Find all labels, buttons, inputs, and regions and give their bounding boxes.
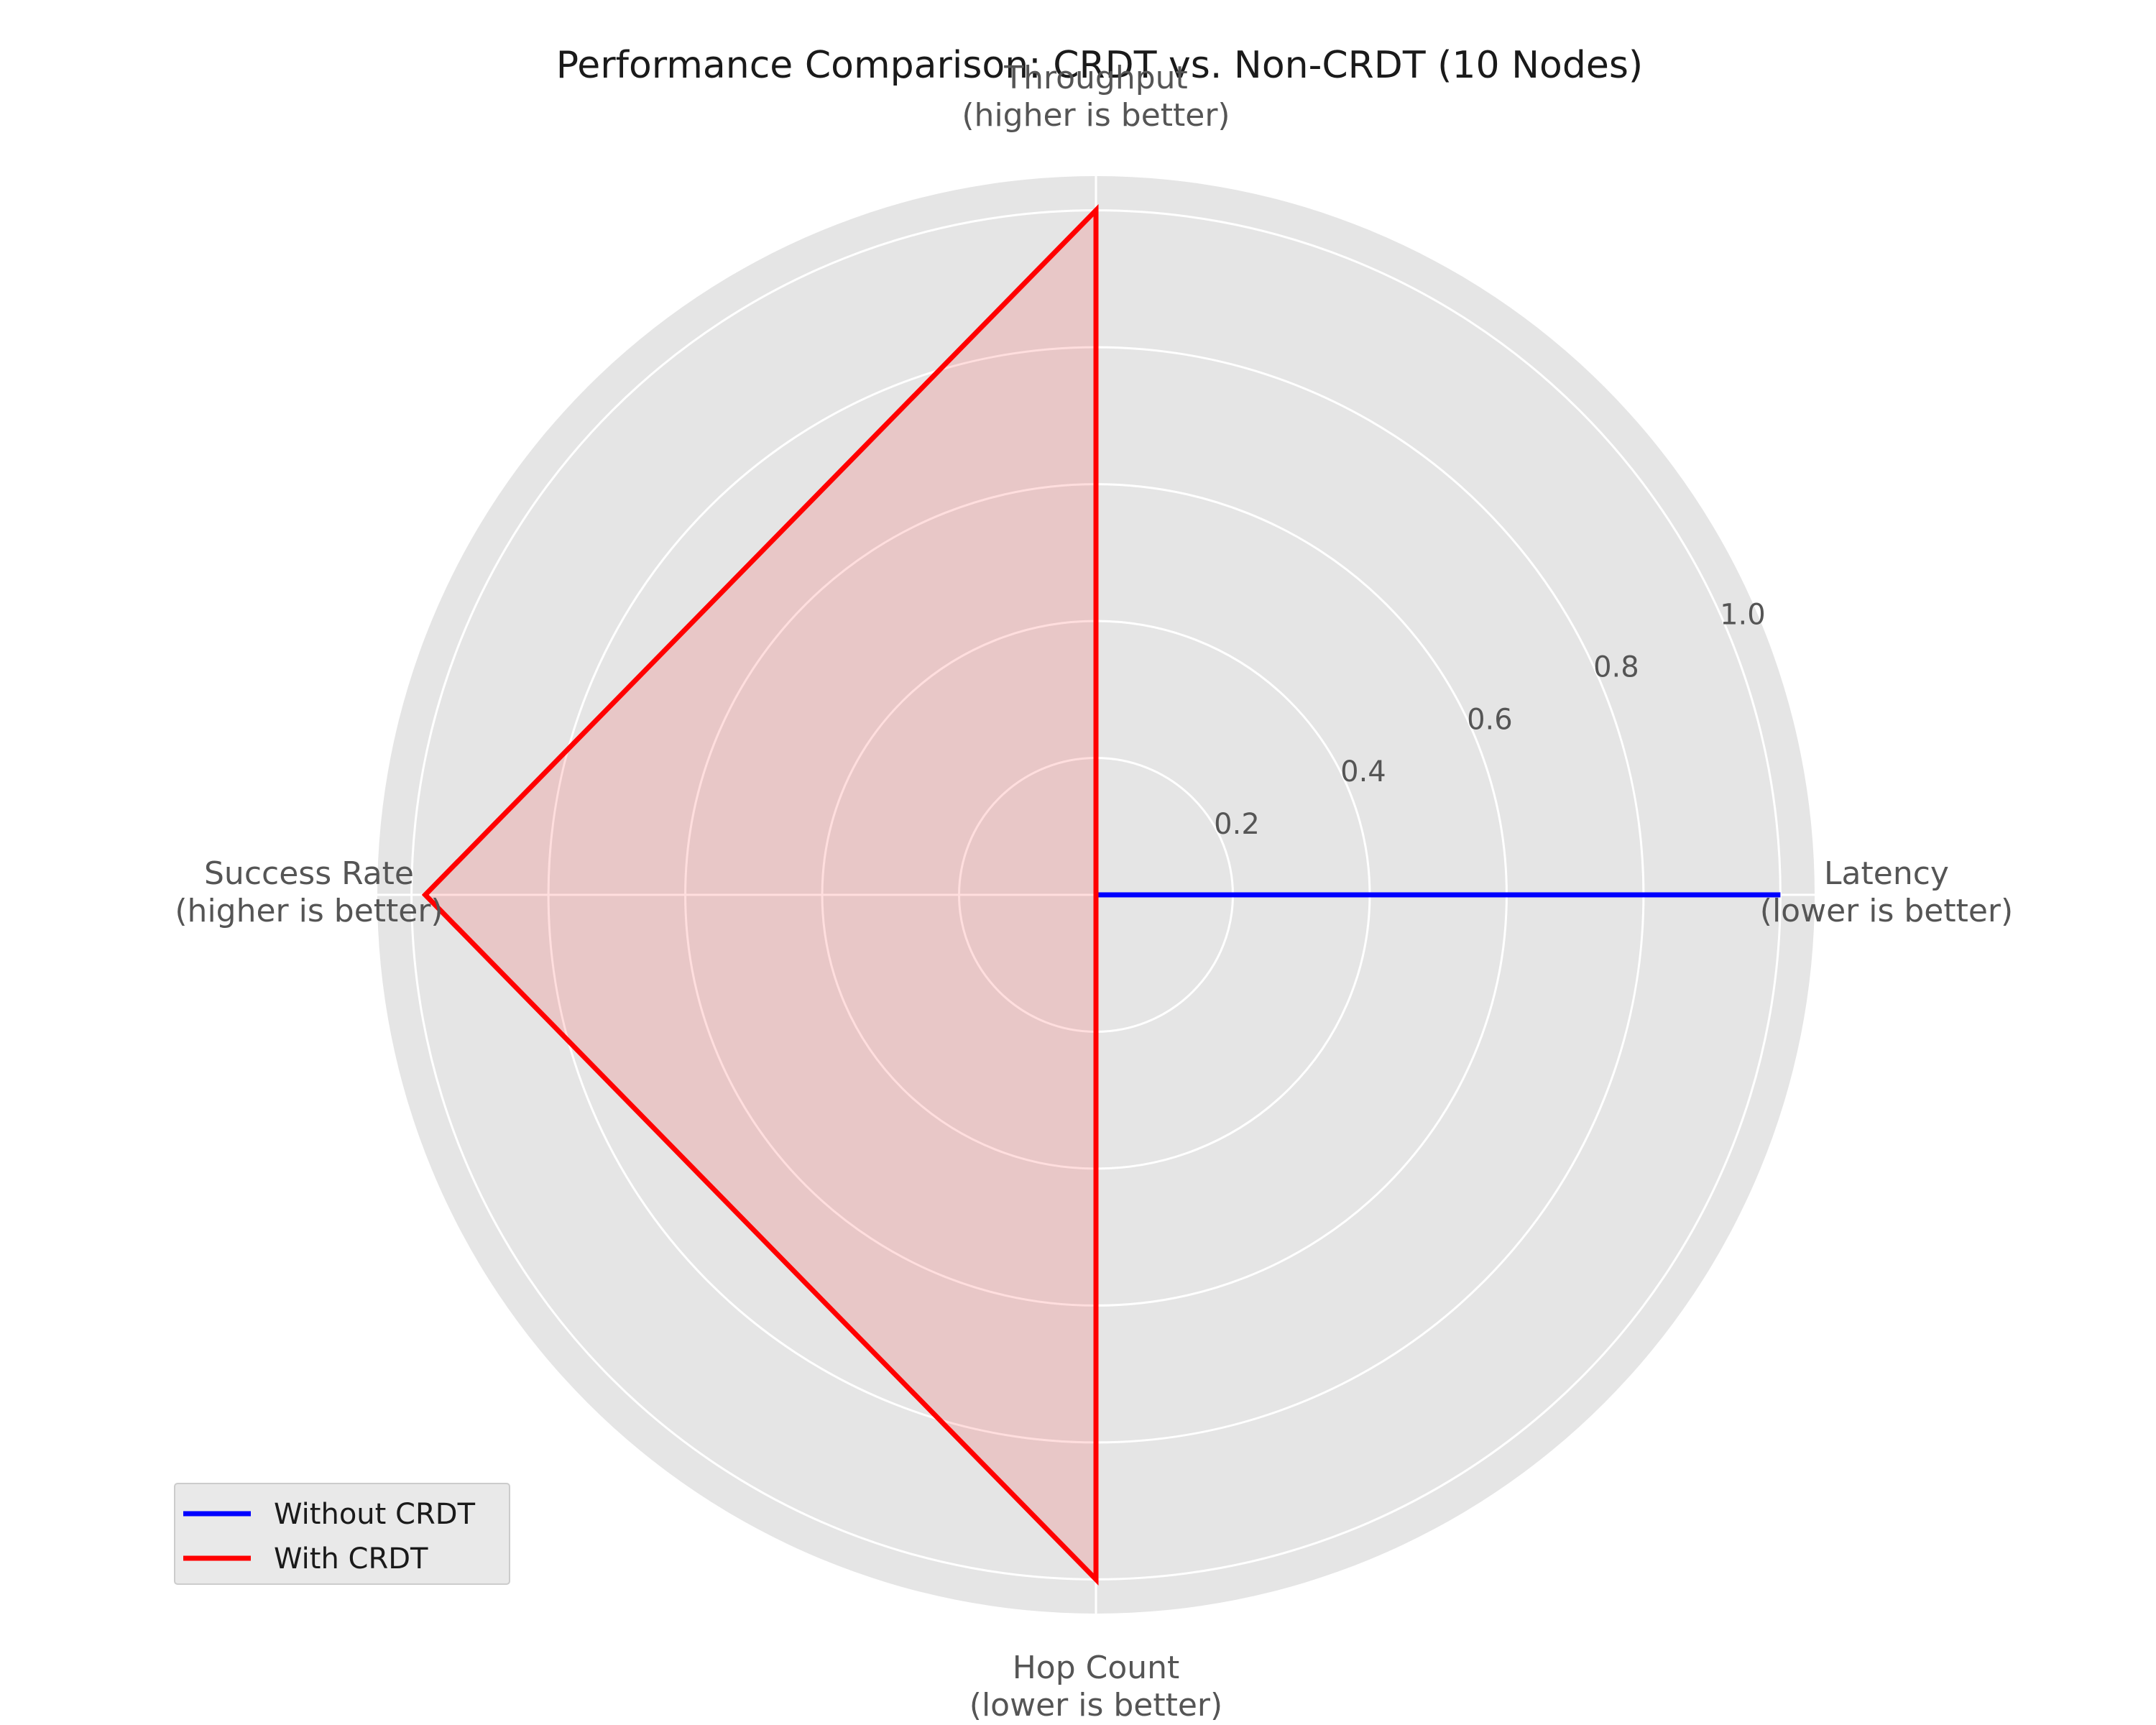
legend-entry: Without CRDT (274, 1498, 476, 1531)
axis-label-latency: Latency (1824, 855, 1949, 892)
legend-entry: With CRDT (274, 1542, 428, 1576)
radial-tick-label: 0.2 (1214, 808, 1260, 841)
axis-note-latency: (lower is better) (1760, 893, 2013, 929)
radial-tick-label: 0.4 (1340, 755, 1386, 788)
axis-label-hop-count: Hop Count (1013, 1650, 1180, 1686)
axis-note-success-rate: (higher is better) (175, 893, 443, 929)
series-fill-with-crdt (425, 210, 1096, 1580)
axis-label-success-rate: Success Rate (204, 855, 414, 892)
radial-tick-label: 1.0 (1720, 599, 1766, 632)
axis-note-hop-count: (lower is better) (969, 1687, 1222, 1724)
axis-label-throughput: Throughput (1003, 60, 1188, 96)
legend-box (174, 1483, 510, 1585)
axis-note-throughput: (higher is better) (962, 97, 1230, 134)
series-line-with-crdt (421, 204, 1099, 1586)
chart-title: Performance Comparison: CRDT vs. Non-CRD… (556, 44, 1643, 87)
radial-tick-label: 0.6 (1467, 703, 1513, 736)
legend: Without CRDT With CRDT (174, 1483, 510, 1585)
radial-tick-label: 0.8 (1593, 650, 1639, 684)
